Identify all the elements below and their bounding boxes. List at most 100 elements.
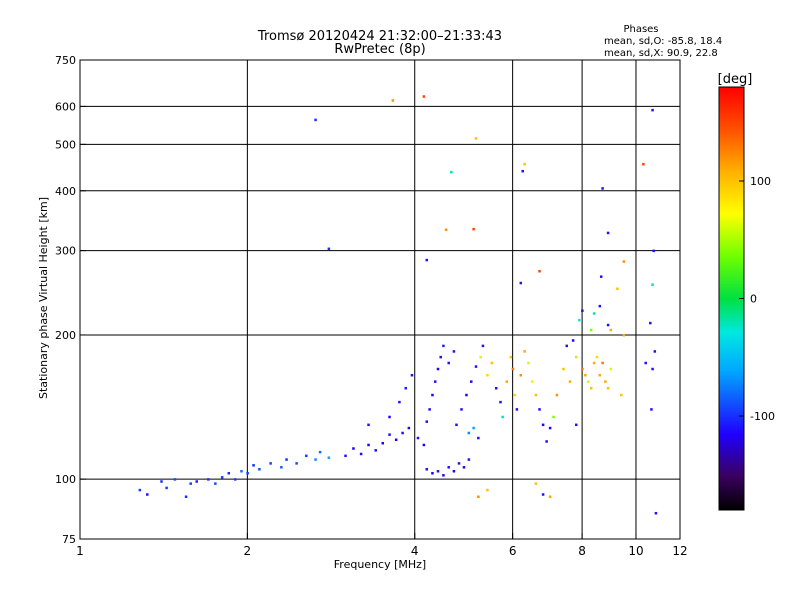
colorbar-tick-label: 100 xyxy=(750,175,771,188)
data-point xyxy=(545,440,548,443)
data-point xyxy=(388,433,391,436)
data-point xyxy=(467,431,471,435)
data-point xyxy=(592,312,596,315)
phase-stats-o: mean, sd,O: -85.8, 18.4 xyxy=(604,36,722,47)
data-point xyxy=(479,355,482,359)
data-point xyxy=(280,466,283,469)
data-point xyxy=(598,304,602,308)
data-point xyxy=(494,386,498,390)
data-point xyxy=(511,367,515,371)
data-point xyxy=(589,386,593,390)
data-point xyxy=(578,318,581,322)
colorbar-ticks: 100 0 -100 xyxy=(739,175,775,423)
x-tick-label: 4 xyxy=(411,544,419,558)
data-point xyxy=(305,454,308,458)
chart-title: Tromsø 20120424 21:32:00–21:33:43 xyxy=(257,29,502,44)
data-point xyxy=(472,227,475,231)
data-point xyxy=(367,443,370,447)
data-point xyxy=(521,169,524,173)
data-point xyxy=(452,350,456,353)
data-point xyxy=(604,380,607,383)
y-axis-ticks: 75 100 200 300 400 500 600 750 xyxy=(55,54,86,546)
x-tick-label: 6 xyxy=(509,544,517,558)
colorbar-tick-label: -100 xyxy=(750,410,775,423)
data-point xyxy=(327,456,331,459)
data-point xyxy=(642,162,645,166)
data-point xyxy=(650,408,653,411)
data-point xyxy=(258,468,261,471)
data-point xyxy=(465,393,468,397)
data-point xyxy=(584,373,587,377)
data-point xyxy=(609,328,613,332)
data-point xyxy=(422,443,426,447)
y-tick-label: 100 xyxy=(55,473,76,486)
data-point xyxy=(474,137,478,140)
data-point xyxy=(447,361,450,365)
data-point xyxy=(367,423,370,427)
data-point xyxy=(401,431,404,435)
data-point xyxy=(447,466,450,469)
data-point xyxy=(562,367,565,371)
data-point xyxy=(644,361,647,365)
data-point xyxy=(501,415,504,419)
data-point xyxy=(541,423,545,427)
data-point xyxy=(620,393,623,397)
data-point xyxy=(457,462,461,465)
data-point xyxy=(436,367,440,371)
data-point xyxy=(651,367,654,371)
data-point xyxy=(606,386,610,390)
data-point xyxy=(513,393,517,397)
data-point xyxy=(295,462,298,465)
data-point xyxy=(359,452,363,456)
data-point xyxy=(598,373,602,377)
data-point xyxy=(519,373,523,377)
data-point xyxy=(470,380,473,383)
data-point xyxy=(581,309,584,312)
data-point xyxy=(398,400,401,404)
data-point xyxy=(374,449,377,452)
data-point xyxy=(599,275,603,278)
y-tick-label: 750 xyxy=(55,54,76,67)
data-point xyxy=(649,321,652,325)
data-point xyxy=(327,247,331,251)
data-point xyxy=(442,474,445,477)
data-point xyxy=(318,450,322,454)
data-point xyxy=(269,462,272,465)
data-point xyxy=(587,380,590,383)
data-point xyxy=(173,478,177,481)
data-point xyxy=(439,355,442,359)
plot-frame xyxy=(79,59,681,540)
grid-lines xyxy=(80,60,680,539)
data-point xyxy=(477,495,480,498)
data-point xyxy=(555,393,559,397)
data-point xyxy=(653,350,657,353)
data-point xyxy=(530,380,534,383)
data-point xyxy=(220,476,224,479)
data-point xyxy=(595,355,599,359)
data-point xyxy=(601,361,604,365)
data-point xyxy=(146,493,149,496)
data-point xyxy=(472,426,475,430)
data-point xyxy=(425,258,429,262)
data-point xyxy=(233,478,237,481)
data-point xyxy=(606,323,610,327)
x-tick-label: 12 xyxy=(672,544,687,558)
phase-stats-title: Phases xyxy=(623,24,658,35)
data-point xyxy=(490,361,494,365)
data-point xyxy=(416,436,420,440)
data-point xyxy=(425,420,429,423)
y-tick-label: 300 xyxy=(55,245,76,258)
data-point xyxy=(436,469,440,473)
data-point xyxy=(541,493,545,496)
data-point xyxy=(227,472,231,475)
data-point xyxy=(477,436,480,440)
data-point xyxy=(651,108,654,112)
chart-subtitle: RwPretec (8p) xyxy=(334,42,425,57)
data-point xyxy=(622,260,626,263)
data-point xyxy=(433,380,437,383)
data-point xyxy=(394,438,398,442)
data-point xyxy=(622,333,626,337)
data-point xyxy=(252,464,255,467)
data-point xyxy=(450,170,453,174)
